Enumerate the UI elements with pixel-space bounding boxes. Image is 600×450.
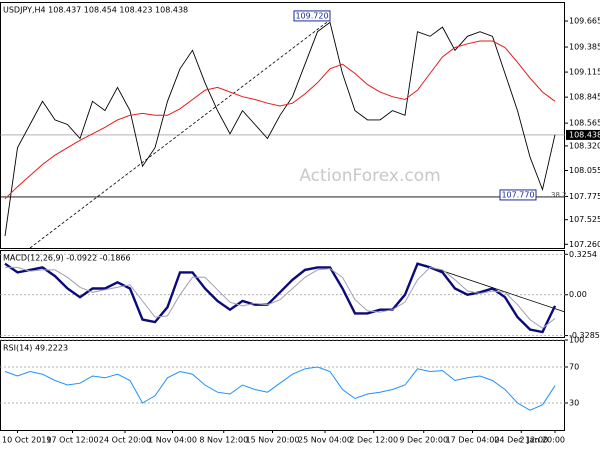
x-tick-label: 9 Dec 20:00 bbox=[399, 436, 448, 445]
y-tick-label: 107.525 bbox=[569, 215, 600, 224]
x-tick-label: 2 Dec 12:00 bbox=[349, 436, 398, 445]
panel-frame bbox=[0, 250, 565, 338]
macd-trend-line bbox=[424, 264, 566, 313]
y-tick-label: 30 bbox=[569, 399, 579, 408]
level-note: 38.2 bbox=[551, 191, 567, 199]
x-tick-label: 8 Nov 12:00 bbox=[199, 436, 248, 445]
panel-frame bbox=[0, 340, 565, 431]
y-tick-label: 109.665 bbox=[569, 17, 600, 26]
y-tick-label: 109.385 bbox=[569, 43, 600, 52]
y-tick-label: 108.320 bbox=[569, 141, 600, 150]
y-tick-label: 0.3254 bbox=[569, 250, 597, 259]
y-tick-label: 109.115 bbox=[569, 68, 600, 77]
x-tick-label: 15 Nov 20:00 bbox=[246, 436, 300, 445]
x-tick-label: 2 Jan 20:00 bbox=[519, 436, 565, 445]
trend-line bbox=[29, 19, 331, 249]
y-tick-label: 108.055 bbox=[569, 166, 600, 175]
panel-title: USDJPY,H4 108.437 108.454 108.423 108.43… bbox=[3, 6, 188, 15]
last-price-label: 108.438 bbox=[569, 130, 600, 139]
peak-label: 109.720 bbox=[295, 11, 328, 20]
panel-title: RSI(14) 49.2223 bbox=[3, 344, 68, 353]
panel-frame bbox=[0, 2, 565, 249]
series-line bbox=[5, 266, 556, 329]
x-tick-label: 24 Oct 20:00 bbox=[99, 436, 151, 445]
series-line bbox=[4, 262, 557, 334]
level-box bbox=[499, 189, 537, 201]
series-line bbox=[4, 21, 556, 236]
watermark: ActionForex.com bbox=[299, 166, 440, 186]
series-line bbox=[4, 366, 556, 411]
y-tick-label: 107.260 bbox=[569, 240, 600, 249]
panel-title: MACD(12,26,9) -0.0922 -0.1866 bbox=[3, 254, 131, 263]
y-tick-label: 70 bbox=[569, 363, 579, 372]
y-tick-label: 108.845 bbox=[569, 93, 600, 102]
x-tick-label: 17 Oct 12:00 bbox=[46, 436, 98, 445]
x-tick-label: 1 Nov 04:00 bbox=[148, 436, 197, 445]
x-tick-label: 25 Nov 04:00 bbox=[298, 436, 352, 445]
y-tick-label: -0.3285 bbox=[569, 331, 600, 340]
y-tick-label: 100 bbox=[569, 336, 584, 345]
y-tick-label: 107.775 bbox=[569, 192, 600, 201]
y-tick-label: 0.00 bbox=[569, 290, 587, 299]
last-price-box bbox=[566, 129, 600, 140]
x-tick-label: 10 Oct 2019 bbox=[2, 436, 51, 445]
series-line bbox=[4, 40, 556, 200]
x-tick-label: 24 Dec 12:00 bbox=[494, 436, 548, 445]
y-tick-label: 108.565 bbox=[569, 119, 600, 128]
x-tick-label: 17 Dec 04:00 bbox=[446, 436, 500, 445]
level-label: 107.770 bbox=[501, 190, 534, 199]
peak-box bbox=[293, 10, 331, 22]
